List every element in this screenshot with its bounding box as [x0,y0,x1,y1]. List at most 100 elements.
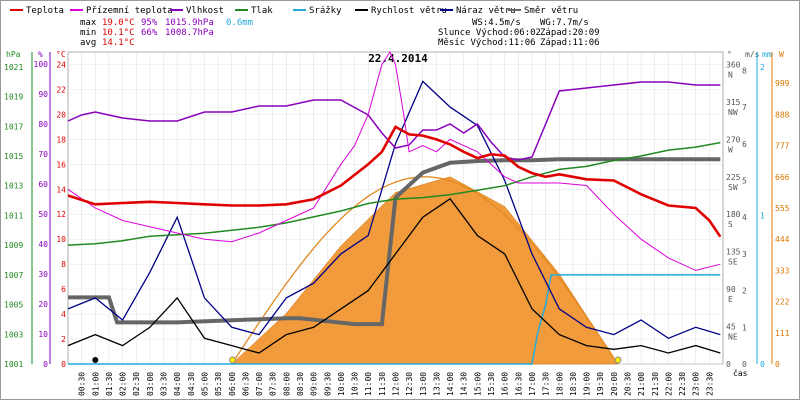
axis-tick-time: 21:00 [637,372,646,396]
stat-rain: 0.6mm [226,18,253,28]
axis-tick-dir-name: SE [728,258,738,267]
axis-tick-pct: 0 [43,360,48,369]
legend-label: Teplota [26,6,64,16]
axis-unit-c: °C [56,50,66,59]
axis-tick-time: 01:00 [91,372,100,396]
axis-tick-w: 777 [775,142,790,151]
axis-tick-time: 18:30 [569,372,578,396]
axis-tick-time: 12:30 [405,372,414,396]
legend-label: Rychlost větru [371,6,447,16]
legend-label: Přízemní teplota [86,6,173,16]
series-rychlost-vetru [67,197,721,354]
axis-tick-mm: 0 [760,360,765,369]
axis-tick-time: 02:00 [119,372,128,396]
series-naraz-vetru [67,80,721,340]
axis-tick-mm: 2 [760,63,765,72]
axis-tick-hpa: 1013 [4,182,23,191]
axis-tick-ms: 4 [742,213,747,222]
axis-tick-time: 05:30 [214,372,223,396]
axis-tick-dir: 225 [726,173,741,182]
axis-tick-time: 20:00 [610,372,619,396]
axis-tick-pct: 20 [38,300,48,309]
stat-temp: 14.1°C [102,38,135,48]
axis-tick-dir: 0 [726,360,731,369]
axis-tick-pct: 40 [38,240,48,249]
legend-label: Srážky [309,6,342,16]
axis-tick-dir: 90 [726,285,736,294]
axis-tick-time: 17:00 [528,372,537,396]
axis-tick-dir-name: SW [728,183,738,192]
axis-tick-dir: 360 [726,60,741,69]
legend-label: Tlak [251,6,273,16]
axis-tick-time: 04:30 [187,372,196,396]
stat-moon-rise: Měsíc Východ:11:06 [438,38,536,48]
axis-tick-ms: 3 [742,250,747,259]
axis-unit-ms: m/s [745,50,760,59]
axis-tick-time: 20:30 [623,372,632,396]
axis-tick-time: 15:00 [473,372,482,396]
axis-tick-dir-name: N [728,70,733,79]
axis-tick-ms: 0 [742,360,747,369]
series-tlak [67,141,721,246]
legend-label: Náraz větru [456,6,516,16]
axis-tick-dir: 270 [726,135,741,144]
axis-tick-c: 22 [56,85,66,94]
stat-pressure: 1008.7hPa [165,28,214,38]
axis-tick-time: 06:30 [241,372,250,396]
axis-tick-w: 888 [775,110,790,119]
axis-tick-time: 22:30 [678,372,687,396]
axis-tick-pct: 80 [38,120,48,129]
series-teplota [67,125,722,238]
axis-tick-dir-name: S [728,220,733,229]
stat-pressure: 1015.9hPa [165,18,214,28]
axis-tick-c: 8 [61,260,66,269]
axis-tick-c: 18 [56,135,66,144]
axis-tick-time: 03:30 [160,372,169,396]
stat-label: max [80,18,97,28]
legend-label: Vlhkost [186,6,224,16]
axis-tick-time: 04:00 [173,372,182,396]
axis-tick-time: 23:30 [705,372,714,396]
legend-label: Směr větru [524,6,578,16]
axis-tick-time: 11:30 [378,372,387,396]
axis-tick-w: 0 [775,360,780,369]
axis-unit-hpa: hPa [6,50,21,59]
stat-moon-set: Západ:11:06 [540,38,600,48]
axis-tick-dir-name: NW [728,108,738,117]
axis-tick-c: 12 [56,210,66,219]
axis-tick-time: 12:00 [392,372,401,396]
axis-tick-time: 14:30 [460,372,469,396]
axis-tick-dir-name: W [728,145,733,154]
axis-tick-c: 20 [56,110,66,119]
axis-tick-c: 10 [56,235,66,244]
axis-tick-hpa: 1019 [4,93,23,102]
axis-tick-dir: 180 [726,210,741,219]
axis-tick-w: 333 [775,266,790,275]
axis-tick-c: 0 [61,360,66,369]
chart-title: 22.4.2014 [368,52,428,65]
axis-tick-w: 555 [775,204,790,213]
axis-tick-hpa: 1011 [4,211,23,220]
axis-tick-time: 01:30 [105,372,114,396]
stat-temp: 19.0°C [102,18,135,28]
axis-unit-deg: ° [727,50,732,59]
axis-tick-ms: 2 [742,287,747,296]
axis-tick-hpa: 1005 [4,301,23,310]
axis-unit-mm: mm [762,50,772,59]
axis-label-time: čas [733,368,748,378]
axis-tick-time: 14:00 [446,372,455,396]
sunset-marker [614,356,622,364]
axis-tick-time: 22:00 [664,372,673,396]
axis-unit-pct: % [38,50,43,59]
stat-label: avg [80,38,96,48]
axis-tick-time: 23:00 [692,372,701,396]
axis-unit-w: W [779,50,784,59]
axis-tick-time: 03:00 [146,372,155,396]
axis-tick-pct: 100 [34,60,49,69]
axis-tick-ms: 7 [742,103,747,112]
stat-label: min [80,28,96,38]
axis-tick-time: 07:00 [255,372,264,396]
axis-tick-time: 10:30 [351,372,360,396]
